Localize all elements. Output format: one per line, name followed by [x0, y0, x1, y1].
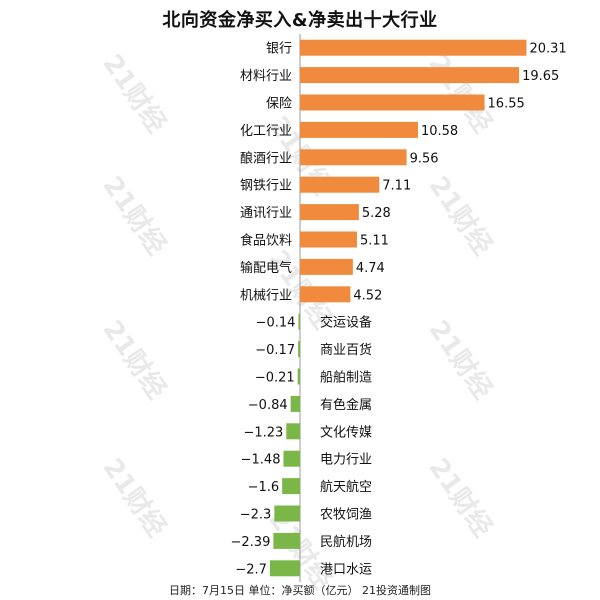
bar	[300, 204, 359, 221]
category-label: 商业百货	[320, 342, 372, 358]
category-label: 船舶制造	[320, 370, 372, 386]
bar	[283, 450, 300, 467]
category-label: 机械行业	[240, 288, 292, 303]
bar	[286, 423, 300, 440]
bar	[274, 505, 300, 522]
category-label: 酿酒行业	[240, 150, 292, 166]
value-label: 4.52	[353, 288, 382, 303]
category-label: 文化传媒	[320, 425, 372, 440]
bar	[300, 258, 353, 275]
bar	[300, 176, 380, 193]
bar	[300, 286, 351, 303]
value-label: 19.65	[522, 69, 559, 84]
value-label: 10.58	[421, 124, 458, 139]
category-label: 航天航空	[320, 479, 372, 495]
bar	[298, 313, 300, 330]
value-label: −1.23	[243, 425, 283, 440]
value-label: 16.55	[488, 97, 525, 112]
category-label: 钢铁行业	[240, 179, 292, 194]
bar	[300, 94, 485, 111]
category-label: 电力行业	[320, 453, 372, 468]
value-label: −0.84	[248, 398, 288, 413]
category-label: 港口水运	[320, 562, 372, 577]
value-label: −2.3	[240, 508, 272, 523]
value-label: −0.21	[255, 371, 295, 386]
bar	[300, 121, 418, 138]
value-label: −1.6	[248, 480, 280, 495]
bar	[297, 368, 300, 385]
value-label: 5.11	[360, 234, 389, 249]
chart-footer: 日期：7月15日 单位：净买额（亿元） 21投资通制图	[169, 584, 431, 597]
category-label: 食品饮料	[240, 233, 292, 249]
value-label: −2.7	[235, 562, 267, 577]
bar	[298, 341, 300, 358]
value-label: 7.11	[382, 179, 411, 194]
value-label: 20.31	[529, 42, 566, 57]
bar	[300, 231, 357, 248]
bar	[300, 39, 527, 56]
bar	[269, 560, 300, 577]
category-label: 交运设备	[320, 315, 372, 331]
category-label: 银行	[266, 42, 292, 57]
category-label: 化工行业	[240, 124, 292, 139]
bar	[300, 67, 520, 84]
bar	[290, 395, 300, 412]
category-label: 输配电气	[240, 260, 292, 276]
value-label: −1.48	[241, 453, 281, 468]
bar	[282, 478, 300, 495]
value-label: −2.39	[231, 535, 271, 550]
value-label: 4.74	[356, 261, 385, 276]
value-label: 9.56	[410, 151, 439, 166]
category-label: 有色金属	[320, 397, 372, 413]
category-label: 农牧饲渔	[320, 508, 372, 523]
value-label: 5.28	[362, 206, 391, 221]
value-label: −0.17	[255, 343, 295, 358]
category-label: 保险	[266, 97, 292, 112]
category-label: 通讯行业	[240, 206, 292, 221]
category-label: 材料行业	[240, 69, 292, 84]
category-label: 民航机场	[320, 534, 372, 550]
chart-title: 北向资金净买入&净卖出十大行业	[162, 10, 438, 31]
value-label: −0.14	[256, 316, 296, 331]
bar	[300, 149, 407, 166]
bar	[273, 532, 300, 549]
